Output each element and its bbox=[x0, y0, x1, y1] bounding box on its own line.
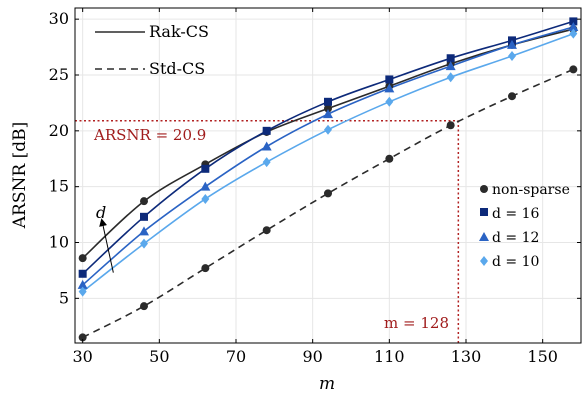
point-std-nonsparse-94 bbox=[324, 189, 332, 198]
marker-legend: non-sparse d = 16 d = 12 d = 10 bbox=[479, 182, 570, 270]
point-rak-nonsparse-94 bbox=[324, 104, 332, 113]
point-rak-d16-126 bbox=[446, 54, 455, 63]
point-rak-d12-62 bbox=[200, 181, 211, 191]
point-rak-d12-46 bbox=[139, 226, 149, 236]
point-rak-d10-78 bbox=[262, 157, 271, 168]
point-rak-d10-158 bbox=[569, 28, 578, 39]
y-tick-label-15: 15 bbox=[49, 177, 69, 196]
point-rak-d12-94 bbox=[323, 109, 333, 119]
grid bbox=[75, 8, 581, 343]
point-rak-d12-110 bbox=[384, 83, 395, 93]
annotation-labels: ARSNR = 20.9 m = 128 bbox=[93, 126, 449, 332]
point-rak-d10-126 bbox=[446, 72, 455, 83]
x-tick-label-70: 70 bbox=[226, 347, 246, 366]
legend-label-non-sparse: non-sparse bbox=[492, 182, 570, 198]
plot-frame bbox=[74, 7, 582, 344]
series-line-std-nonsparse bbox=[82, 68, 574, 339]
y-axis-label: ARSNR [dB] bbox=[10, 122, 30, 229]
point-rak-d12-126 bbox=[445, 61, 456, 71]
point-std-nonsparse-46 bbox=[140, 302, 148, 311]
point-std-nonsparse-158 bbox=[569, 65, 578, 74]
point-rak-d12-78 bbox=[261, 141, 272, 151]
point-rak-d16-62 bbox=[201, 164, 210, 173]
data-points bbox=[77, 17, 579, 342]
reference-lines bbox=[75, 120, 460, 343]
x-tick-label-90: 90 bbox=[302, 347, 322, 366]
y-tick-label-30: 30 bbox=[49, 9, 69, 28]
point-rak-d12-158 bbox=[568, 21, 579, 31]
point-rak-d16-78 bbox=[262, 126, 271, 135]
legend-label-rak-cs: Rak-CS bbox=[149, 22, 209, 41]
point-std-nonsparse-30 bbox=[78, 333, 87, 342]
point-rak-d16-110 bbox=[385, 75, 394, 84]
point-rak-nonsparse-30 bbox=[78, 254, 87, 263]
x-tick-label-50: 50 bbox=[149, 347, 169, 366]
point-rak-d12-30 bbox=[77, 279, 88, 289]
point-rak-d16-30 bbox=[78, 269, 87, 278]
y-tick-label-25: 25 bbox=[49, 65, 69, 84]
legend-label-d10: d = 10 bbox=[492, 254, 539, 270]
point-rak-d10-142 bbox=[508, 51, 516, 62]
point-rak-d10-62 bbox=[201, 193, 210, 204]
point-std-nonsparse-78 bbox=[262, 226, 271, 235]
legend-marker-d12 bbox=[479, 232, 489, 241]
d-arrow-label: d bbox=[96, 203, 106, 222]
d-trend-arrow bbox=[99, 218, 114, 273]
arsnr-annotation-label: ARSNR = 20.9 bbox=[93, 126, 206, 144]
point-std-nonsparse-126 bbox=[446, 121, 455, 130]
point-rak-d10-94 bbox=[324, 124, 332, 135]
point-rak-d16-158 bbox=[569, 17, 578, 26]
axes bbox=[74, 7, 582, 344]
legend-label-d12: d = 12 bbox=[492, 230, 539, 246]
x-tick-label-110: 110 bbox=[374, 347, 405, 366]
legend-marker-d16 bbox=[480, 208, 488, 216]
legend-label-std-cs: Std-CS bbox=[149, 59, 205, 78]
x-axis-label: m bbox=[319, 374, 335, 394]
tick-labels: 30 50 70 90 110 130 150 5 10 15 20 25 30 bbox=[49, 9, 558, 366]
y-tick-label-20: 20 bbox=[49, 121, 69, 140]
d-arrow-annotation: d bbox=[96, 203, 114, 273]
legend-marker-d10 bbox=[480, 256, 488, 266]
x-tick-label-130: 130 bbox=[451, 347, 482, 366]
point-std-nonsparse-62 bbox=[201, 264, 210, 273]
point-std-nonsparse-110 bbox=[385, 154, 394, 163]
y-tick-label-5: 5 bbox=[59, 288, 69, 307]
point-rak-d16-94 bbox=[324, 97, 332, 106]
x-tick-label-30: 30 bbox=[72, 347, 92, 366]
point-rak-d10-110 bbox=[385, 96, 394, 107]
legend-marker-non-sparse bbox=[480, 185, 488, 193]
y-tick-label-10: 10 bbox=[49, 233, 69, 252]
point-std-nonsparse-142 bbox=[508, 92, 516, 101]
line-style-legend: Rak-CS Std-CS bbox=[95, 22, 209, 78]
point-rak-nonsparse-46 bbox=[140, 197, 148, 206]
point-rak-d10-30 bbox=[78, 286, 87, 297]
m-annotation-label: m = 128 bbox=[384, 314, 449, 332]
legend-label-d16: d = 16 bbox=[492, 206, 540, 222]
point-rak-d10-46 bbox=[140, 238, 148, 249]
point-rak-d16-46 bbox=[140, 212, 148, 221]
x-tick-label-150: 150 bbox=[527, 347, 558, 366]
point-rak-d12-142 bbox=[507, 39, 517, 49]
